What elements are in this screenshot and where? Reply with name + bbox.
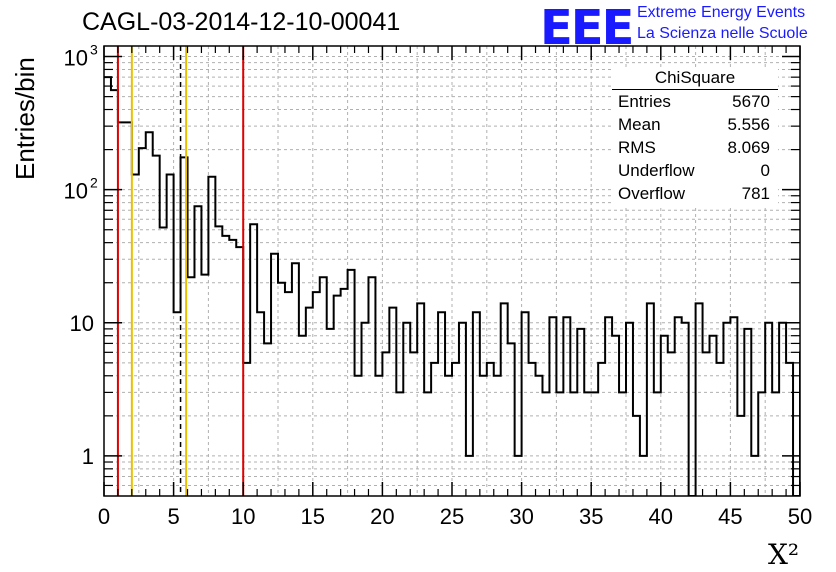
stats-value: 5670 [732, 92, 770, 111]
stats-box: ChiSquare Entries 5670 Mean 5.556 RMS 8.069… [612, 68, 778, 205]
stats-value: 781 [741, 184, 770, 203]
stats-row-underflow: Underflow 0 [612, 159, 778, 182]
x-tick-label: 45 [718, 504, 742, 529]
y-tick-label: 10 [64, 179, 88, 204]
x-tick-label: 15 [301, 504, 325, 529]
y-tick-exponent: 2 [90, 175, 98, 191]
stats-label: Underflow [618, 161, 695, 180]
stats-label: Overflow [618, 184, 686, 203]
x-tick-label: 40 [649, 504, 673, 529]
stats-row-rms: RMS 8.069 [612, 136, 778, 159]
histogram-series [104, 76, 800, 496]
y-tick-label: 1 [82, 444, 94, 469]
x-tick-label: 20 [370, 504, 394, 529]
stats-label: Mean [618, 115, 661, 134]
x-tick-label: 0 [98, 504, 110, 529]
stats-value: 5.556 [727, 115, 770, 134]
x-tick-label: 35 [579, 504, 603, 529]
stats-row-overflow: Overflow 781 [612, 182, 778, 205]
stats-label: Entries [618, 92, 671, 111]
x-tick-label: 30 [509, 504, 533, 529]
logo-line-2: La Scienza nelle Scuole [637, 25, 808, 42]
stats-row-entries: Entries 5670 [612, 90, 778, 113]
eee-logo: EEE [540, 0, 634, 56]
stats-value: 0 [760, 161, 770, 180]
x-tick-label: 50 [788, 504, 812, 529]
x-tick-label: 10 [231, 504, 255, 529]
x-tick-label: 5 [167, 504, 179, 529]
stats-row-mean: Mean 5.556 [612, 113, 778, 136]
y-tick-label: 10 [70, 311, 94, 336]
stats-title: ChiSquare [612, 68, 778, 90]
logo-line-1: Extreme Energy Events [637, 4, 806, 21]
y-tick-label: 10 [64, 46, 88, 71]
stats-label: RMS [618, 138, 656, 157]
x-tick-label: 25 [440, 504, 464, 529]
stats-value: 8.069 [727, 138, 770, 157]
chart-title: CAGL-03-2014-12-10-00041 [82, 8, 401, 36]
x-axis-label: X² [768, 538, 800, 571]
y-axis-label: Entries/bin [10, 57, 40, 180]
y-tick-exponent: 3 [90, 42, 98, 58]
